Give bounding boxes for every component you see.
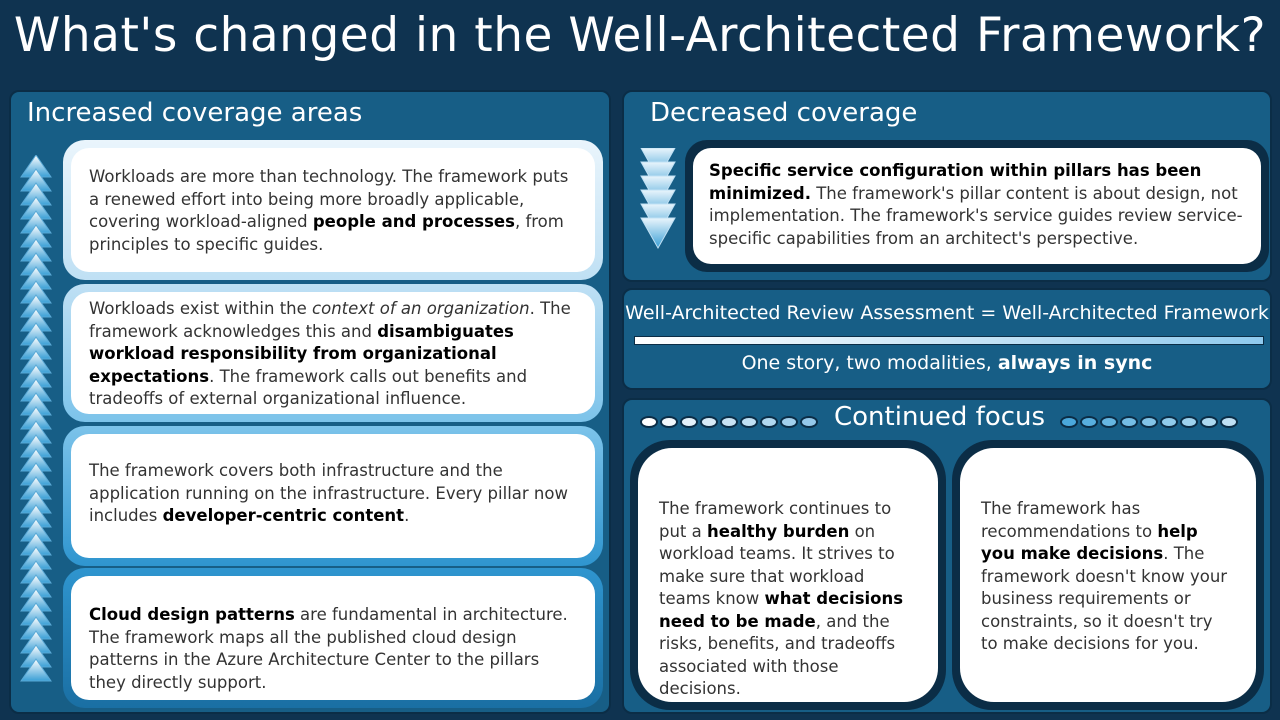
increased-card-3-text: The framework covers both infrastructure… bbox=[89, 461, 568, 525]
up-arrow-chevron bbox=[20, 658, 52, 682]
bold-text: help you make decisions bbox=[981, 521, 1198, 564]
decorative-dot bbox=[700, 416, 718, 428]
bold-text: Specific service configuration within pi… bbox=[709, 161, 1202, 203]
increased-card-2-frame: Workloads exist within the context of an… bbox=[63, 284, 603, 422]
decorative-dot bbox=[740, 416, 758, 428]
continued-card-2: The framework has recommendations to hel… bbox=[960, 448, 1256, 702]
decorative-dot bbox=[1180, 416, 1198, 428]
decorative-dot bbox=[800, 416, 818, 428]
right-dot-row bbox=[1060, 416, 1238, 428]
assessment-tagline: One story, two modalities, always in syn… bbox=[624, 352, 1270, 374]
decorative-dot bbox=[1080, 416, 1098, 428]
decreased-coverage-heading: Decreased coverage bbox=[650, 98, 918, 128]
continued-card-2-frame: The framework has recommendations to hel… bbox=[952, 440, 1264, 710]
decorative-dot bbox=[1100, 416, 1118, 428]
continued-focus-heading: Continued focus bbox=[834, 402, 1046, 432]
stacked-down-arrows-icon bbox=[640, 148, 676, 250]
increased-coverage-heading: Increased coverage areas bbox=[27, 98, 363, 128]
text-run: . The framework acknowledges this and bbox=[89, 299, 571, 341]
continued-card-1-text: The framework continues to put a healthy… bbox=[659, 499, 903, 698]
decorative-dot bbox=[680, 416, 698, 428]
text-run: The framework covers both infrastructure… bbox=[89, 461, 568, 525]
decorative-dot bbox=[1140, 416, 1158, 428]
increased-card-3-frame: The framework covers both infrastructure… bbox=[63, 426, 603, 566]
text-run: , and the risks, benefits, and tradeoffs… bbox=[659, 611, 896, 699]
text-run: Workloads exist within the bbox=[89, 299, 313, 318]
decorative-dot bbox=[780, 416, 798, 428]
assessment-divider-bar bbox=[634, 336, 1264, 345]
assessment-panel: Well-Architected Review Assessment = Wel… bbox=[622, 288, 1272, 390]
increased-card-4: Cloud design patterns are fundamental in… bbox=[71, 576, 595, 700]
italic-text: context of an organization bbox=[312, 299, 530, 318]
text-run: . bbox=[404, 506, 410, 525]
decorative-dot bbox=[1200, 416, 1218, 428]
decreased-card-text: Specific service configuration within pi… bbox=[709, 161, 1243, 248]
decreased-card-frame: Specific service configuration within pi… bbox=[685, 140, 1269, 272]
decorative-dot bbox=[1120, 416, 1138, 428]
bold-text: Cloud design patterns bbox=[89, 605, 295, 624]
continued-card-1: The framework continues to put a healthy… bbox=[638, 448, 938, 702]
text-run: Workloads are more than technology. The … bbox=[89, 167, 569, 231]
page-title: What's changed in the Well-Architected F… bbox=[13, 8, 1267, 63]
decorative-dot bbox=[720, 416, 738, 428]
down-arrow-chevron bbox=[640, 217, 676, 250]
increased-card-2-text: Workloads exist within the context of an… bbox=[89, 299, 571, 408]
text-run: . The framework doesn't know your busine… bbox=[981, 544, 1228, 653]
assessment-tagline-prefix: One story, two modalities, bbox=[741, 352, 998, 374]
bold-text: developer-centric content bbox=[162, 506, 405, 525]
bold-text: healthy burden bbox=[707, 521, 850, 541]
decorative-dot bbox=[1060, 416, 1078, 428]
left-dot-row bbox=[640, 416, 818, 428]
stacked-up-arrows-icon bbox=[20, 155, 52, 682]
decorative-dot bbox=[1160, 416, 1178, 428]
bold-text: people and processes bbox=[312, 212, 515, 231]
increased-card-1-frame: Workloads are more than technology. The … bbox=[63, 140, 603, 280]
continued-card-1-frame: The framework continues to put a healthy… bbox=[630, 440, 946, 710]
increased-card-3: The framework covers both infrastructure… bbox=[71, 434, 595, 558]
text-run: The framework continues to put a bbox=[659, 499, 892, 541]
assessment-tagline-bold: always in sync bbox=[997, 352, 1153, 374]
text-run: The framework has recommendations to bbox=[981, 499, 1158, 541]
increased-card-1-text: Workloads are more than technology. The … bbox=[89, 167, 568, 254]
text-run: The framework's pillar content is about … bbox=[709, 183, 1243, 248]
decorative-dot bbox=[660, 416, 678, 428]
text-run: . The framework calls out benefits and t… bbox=[89, 366, 528, 409]
text-run: on workload teams. It strives to make su… bbox=[659, 521, 895, 609]
continued-card-2-text: The framework has recommendations to hel… bbox=[981, 499, 1227, 653]
text-run: are fundamental in architecture. The fra… bbox=[89, 605, 568, 692]
bold-text: what decisions need to be made bbox=[659, 589, 904, 631]
text-run: , from principles to specific guides. bbox=[89, 212, 564, 254]
decorative-dot bbox=[760, 416, 778, 428]
decreased-card: Specific service configuration within pi… bbox=[693, 148, 1261, 264]
assessment-equation: Well-Architected Review Assessment = Wel… bbox=[625, 302, 1269, 324]
decorative-dot bbox=[640, 416, 658, 428]
decorative-dot bbox=[1220, 416, 1238, 428]
increased-card-1: Workloads are more than technology. The … bbox=[71, 148, 595, 272]
increased-card-4-frame: Cloud design patterns are fundamental in… bbox=[63, 568, 603, 708]
increased-card-2: Workloads exist within the context of an… bbox=[71, 292, 595, 414]
increased-card-4-text: Cloud design patterns are fundamental in… bbox=[89, 605, 568, 692]
bold-text: disambiguates workload responsibility fr… bbox=[89, 321, 514, 386]
